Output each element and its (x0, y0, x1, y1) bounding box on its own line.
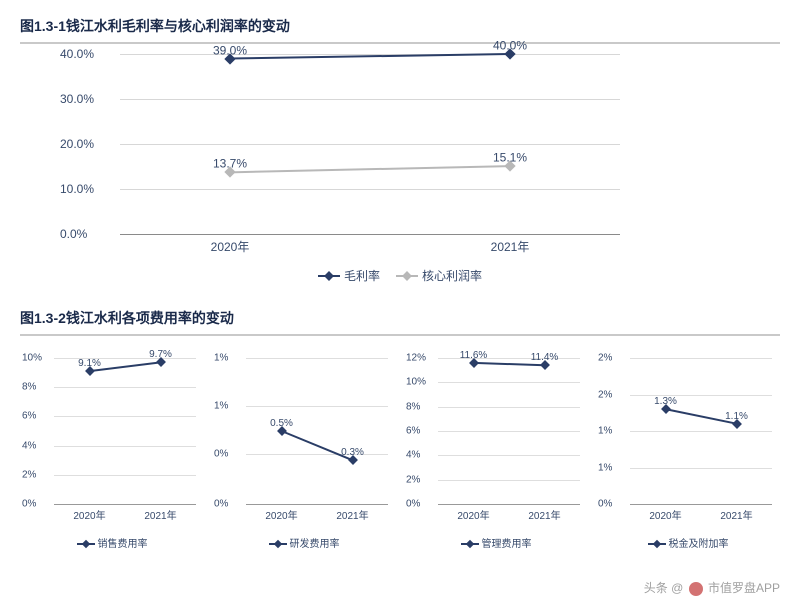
chart1-value-label: 40.0% (493, 39, 527, 53)
watermark-at: @ (671, 581, 683, 595)
mini-legend: 税金及附加率 (596, 535, 780, 550)
mini-ytick: 4% (406, 450, 420, 461)
chart1-xtick: 2021年 (491, 234, 530, 255)
chart1-value-label: 15.1% (493, 151, 527, 165)
mini-ytick: 0% (214, 449, 228, 460)
chart1-legend: 毛利率核心利润率 (20, 266, 780, 285)
mini-xtick: 2021年 (336, 504, 368, 522)
mini-ytick: 1% (214, 401, 228, 412)
mini-value-label: 1.1% (725, 410, 748, 421)
mini-ytick: 1% (598, 462, 612, 473)
mini-chart: 0% 2% 4% 6% 8% 10% 2020年 2021年 9.1% 9.7% 销售费用率 (20, 346, 204, 556)
mini-ytick: 1% (598, 426, 612, 437)
mini-ytick: 12% (406, 353, 426, 364)
mini-ytick: 10% (22, 353, 42, 364)
mini-ytick: 0% (406, 499, 420, 510)
mini-xtick: 2020年 (265, 504, 297, 522)
mini-ytick: 1% (214, 353, 228, 364)
mini-xtick: 2021年 (144, 504, 176, 522)
mini-ytick: 8% (22, 382, 36, 393)
chart1-legend-item: 核心利润率 (396, 267, 482, 284)
mini-value-label: 0.5% (270, 418, 293, 429)
mini-xtick: 2021年 (528, 504, 560, 522)
mini-chart: 0% 0% 1% 1% 2020年 2021年 0.5% 0.3% 研发费用率 (212, 346, 396, 556)
chart1-title: 图1.3-1钱江水利毛利率与核心利润率的变动 (20, 10, 780, 44)
chart1-ytick: 10.0% (60, 182, 94, 196)
mini-legend: 销售费用率 (20, 535, 204, 550)
chart2-row: 0%2%4%6%8%10%2020年2021年9.1%9.7%销售费用率0%0%… (20, 346, 780, 556)
mini-xtick: 2020年 (649, 504, 681, 522)
chart1-ytick: 40.0% (60, 47, 94, 61)
mini-ytick: 0% (22, 499, 36, 510)
mini-ytick: 8% (406, 401, 420, 412)
mini-legend: 管理费用率 (404, 535, 588, 550)
watermark-suffix: 市值罗盘APP (708, 581, 780, 595)
chart1-legend-item: 毛利率 (318, 267, 380, 284)
watermark: 头条 @ 市值罗盘APP (644, 579, 780, 596)
chart1-ytick: 30.0% (60, 92, 94, 106)
mini-value-label: 11.6% (460, 350, 488, 361)
mini-ytick: 2% (598, 389, 612, 400)
chart1-ytick: 0.0% (60, 227, 87, 241)
mini-ytick: 2% (22, 469, 36, 480)
mini-chart: 0% 1% 1% 2% 2% 2020年 2021年 1.3% 1.1% 税金及附加率 (596, 346, 780, 556)
mini-ytick: 4% (22, 440, 36, 451)
mini-ytick: 0% (598, 499, 612, 510)
chart2-title: 图1.3-2钱江水利各项费用率的变动 (20, 302, 780, 336)
mini-ytick: 2% (406, 474, 420, 485)
mini-chart: 0% 2% 4% 6% 8% 10% 12% 2020年 2021年 11.6% 11.4% 管理费用… (404, 346, 588, 556)
mini-xtick: 2020年 (457, 504, 489, 522)
chart1-xtick: 2020年 (211, 234, 250, 255)
mini-value-label: 9.1% (78, 358, 101, 369)
mini-value-label: 0.3% (341, 447, 364, 458)
mini-value-label: 1.3% (654, 396, 677, 407)
watermark-logo-icon (689, 582, 703, 596)
mini-ytick: 6% (22, 411, 36, 422)
mini-legend: 研发费用率 (212, 535, 396, 550)
chart1-ytick: 20.0% (60, 137, 94, 151)
watermark-prefix: 头条 (644, 581, 668, 595)
mini-ytick: 2% (598, 353, 612, 364)
mini-ytick: 10% (406, 377, 426, 388)
chart1-plot-area: 0.0%10.0%20.0%30.0%40.0%2020年2021年39.0%4… (120, 54, 620, 234)
mini-value-label: 11.4% (531, 352, 559, 363)
mini-value-label: 9.7% (149, 349, 172, 360)
mini-xtick: 2020年 (73, 504, 105, 522)
mini-ytick: 0% (214, 499, 228, 510)
mini-ytick: 6% (406, 426, 420, 437)
mini-xtick: 2021年 (720, 504, 752, 522)
chart1: 0.0%10.0%20.0%30.0%40.0%2020年2021年39.0%4… (20, 54, 780, 284)
chart1-value-label: 13.7% (213, 157, 247, 171)
